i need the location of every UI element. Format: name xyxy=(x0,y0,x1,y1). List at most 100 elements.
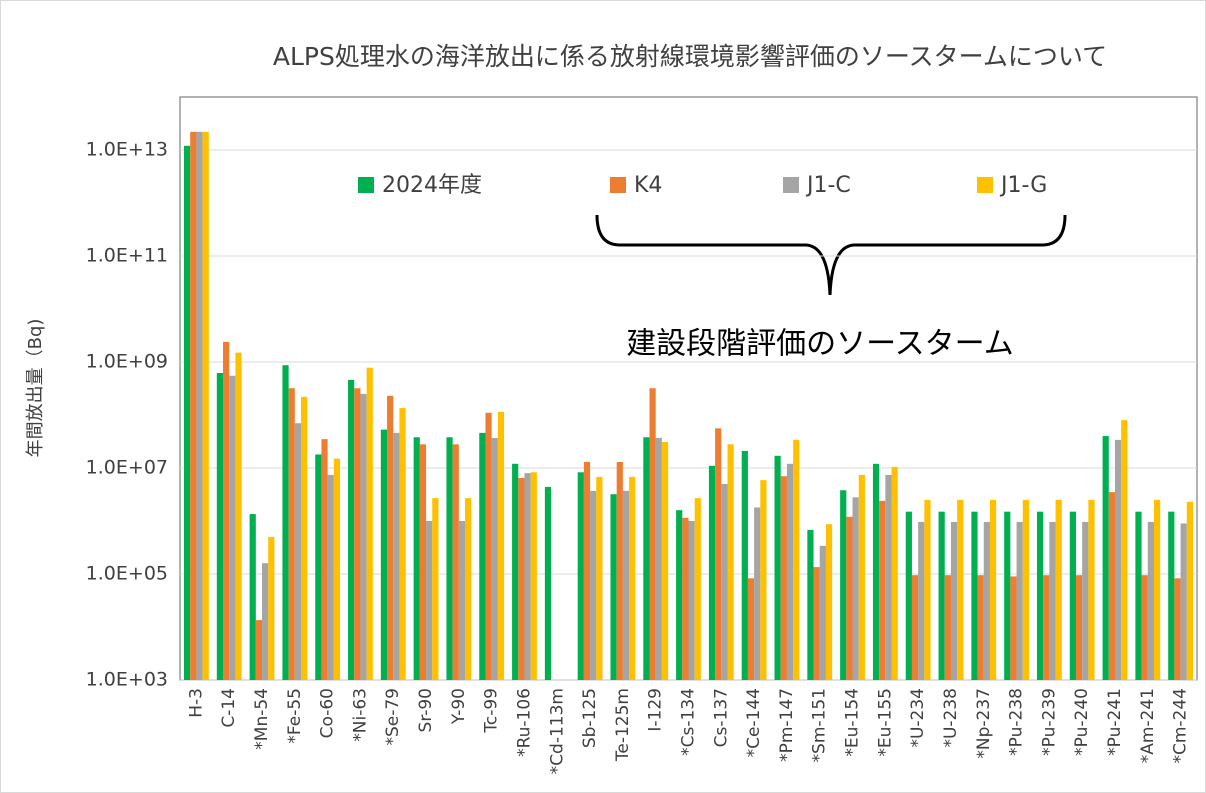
x-tick-label: *Pm-147 xyxy=(777,688,797,762)
bar xyxy=(688,521,695,680)
bar xyxy=(661,441,669,680)
bar xyxy=(754,507,761,680)
bar xyxy=(1043,575,1050,680)
bar xyxy=(852,497,859,680)
x-tick-label: *Pu-238 xyxy=(1007,688,1027,756)
bar xyxy=(426,521,433,680)
bar xyxy=(524,473,531,680)
bar xyxy=(1088,499,1095,680)
x-tick-label: *Pu-241 xyxy=(1105,688,1125,756)
x-tick-label: H-3 xyxy=(186,688,206,718)
bar xyxy=(891,466,898,680)
bar xyxy=(479,432,486,680)
x-tick-label: Te-125m xyxy=(613,688,633,762)
bar xyxy=(583,461,591,680)
bar xyxy=(360,393,367,680)
bar xyxy=(1121,420,1128,680)
bar xyxy=(288,388,295,680)
bar xyxy=(216,373,224,680)
bar xyxy=(1147,521,1154,680)
bar xyxy=(1102,436,1109,680)
bar xyxy=(747,578,755,680)
x-tick-label: *Np-237 xyxy=(974,688,994,759)
x-tick-label: *U-238 xyxy=(941,688,961,748)
bar xyxy=(846,516,853,680)
x-tick-label: *Cm-244 xyxy=(1171,688,1191,764)
bar xyxy=(530,472,537,680)
bar xyxy=(682,517,689,680)
legend-swatch xyxy=(977,177,993,193)
x-tick-label: *Pu-240 xyxy=(1072,688,1092,756)
bar xyxy=(676,510,683,680)
bar xyxy=(840,490,847,680)
bar xyxy=(485,412,492,680)
bar xyxy=(596,476,603,680)
bar xyxy=(983,521,990,680)
bar xyxy=(1004,511,1011,680)
bar xyxy=(268,536,275,680)
bar xyxy=(446,437,453,680)
brace xyxy=(595,214,1067,296)
bar xyxy=(643,437,650,680)
bar xyxy=(655,437,662,680)
x-tick-label: *Eu-155 xyxy=(875,688,895,757)
bar xyxy=(354,388,361,680)
legend-label: J1-C xyxy=(805,173,851,198)
x-tick-label: *Cs-134 xyxy=(679,688,699,756)
x-tick-label: Cs-137 xyxy=(711,688,731,747)
bar xyxy=(950,521,958,680)
bar xyxy=(229,375,236,680)
bar xyxy=(432,498,439,680)
bar xyxy=(819,545,826,680)
bar xyxy=(387,395,394,680)
x-tick-label: *Ru-106 xyxy=(514,688,534,757)
x-tick-label: *Pu-239 xyxy=(1039,688,1059,756)
bar xyxy=(610,494,617,680)
bar xyxy=(1108,492,1115,680)
bar xyxy=(577,472,584,680)
bar xyxy=(301,396,308,680)
bar xyxy=(780,476,787,680)
bar xyxy=(989,499,997,680)
x-tick-label: *Cd-113m xyxy=(547,688,567,774)
bar xyxy=(727,444,734,680)
legend-label: K4 xyxy=(634,173,662,198)
bar xyxy=(491,437,498,680)
bar xyxy=(1055,499,1062,680)
bar xyxy=(616,461,623,680)
bar xyxy=(333,458,341,680)
bar xyxy=(858,474,865,680)
bar xyxy=(465,498,472,680)
bar xyxy=(1114,439,1122,680)
bar xyxy=(348,379,355,680)
bar xyxy=(590,490,597,680)
bar xyxy=(807,529,814,680)
bar xyxy=(721,483,728,680)
bar xyxy=(918,521,925,680)
bar xyxy=(393,432,400,680)
bar xyxy=(1141,575,1148,680)
bar xyxy=(715,428,722,680)
bar xyxy=(938,511,945,680)
y-tick-label: 1.0E+11 xyxy=(86,245,168,267)
bar xyxy=(380,429,388,680)
bar xyxy=(1082,521,1089,680)
bar xyxy=(1174,578,1181,680)
bar xyxy=(957,499,964,680)
bar xyxy=(262,563,269,680)
bar xyxy=(1075,575,1083,680)
x-tick-label: *U-234 xyxy=(908,688,928,748)
bar xyxy=(879,500,886,680)
bar xyxy=(223,341,230,680)
x-tick-label: Tc-99 xyxy=(482,688,502,734)
bar xyxy=(458,521,466,680)
bar xyxy=(1135,511,1142,680)
chart-title: ALPS処理水の海洋放出に係る放射線環境影響評価のソースタームについて xyxy=(273,42,1107,71)
bar xyxy=(294,423,302,680)
x-tick-label: Y-90 xyxy=(449,688,469,725)
bar xyxy=(196,131,203,681)
x-tick-label: *Sm-151 xyxy=(810,688,830,762)
x-tick-label: *Mn-54 xyxy=(252,688,272,750)
x-tick-label: C-14 xyxy=(219,688,239,728)
